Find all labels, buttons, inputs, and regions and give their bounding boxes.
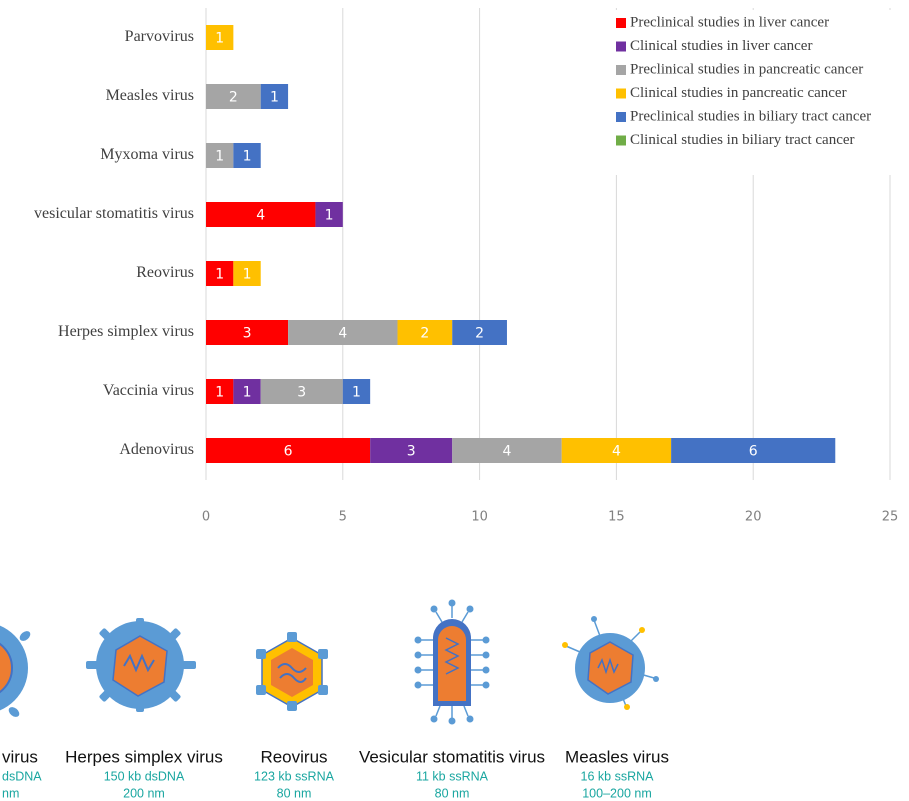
legend-swatch [616, 18, 626, 28]
virus-name: Reovirus [260, 747, 327, 766]
data-label: 1 [215, 31, 224, 47]
virus-icons [0, 600, 659, 725]
x-tick-label: 25 [882, 510, 899, 525]
virus-name: Vesicular stomatitis virus [359, 747, 545, 766]
data-label: 1 [243, 385, 252, 401]
x-tick-label: 20 [745, 510, 762, 525]
virus-size: 80 nm [435, 786, 470, 800]
data-label: 6 [284, 444, 293, 460]
y-tick-label: Herpes simplex virus [58, 323, 194, 340]
virus-genome: 150 kb dsDNA [104, 769, 185, 783]
measles-icon [562, 616, 659, 710]
data-label: 4 [338, 326, 347, 342]
data-label: 2 [229, 90, 238, 106]
virus-name: Measles virus [565, 747, 669, 766]
legend-swatch [616, 136, 626, 146]
virus-name: virus [2, 747, 38, 766]
x-tick-label: 0 [202, 510, 210, 525]
legend-label: Clinical studies in biliary tract cancer [630, 132, 855, 148]
cropped-virus-icon [0, 622, 32, 719]
herpes-icon [86, 618, 196, 712]
virus-size: nm [2, 786, 19, 800]
virus-name: Herpes simplex virus [65, 747, 223, 766]
data-label: 4 [256, 208, 265, 224]
data-label: 1 [243, 149, 252, 165]
x-tick-label: 10 [471, 510, 488, 525]
legend-label: Preclinical studies in biliary tract can… [630, 108, 871, 124]
legend-swatch [616, 65, 626, 75]
legend-swatch [616, 89, 626, 99]
page: 0 5 10 15 20 25 Adenovirus 6 3 4 4 6 Vaccinia virus 1… [0, 0, 909, 801]
y-tick-label: Parvovirus [125, 28, 194, 45]
legend-label: Clinical studies in pancreatic cancer [630, 85, 847, 101]
x-tick-label: 15 [608, 510, 625, 525]
y-tick-label: vesicular stomatitis virus [34, 205, 194, 222]
data-label: 2 [475, 326, 484, 342]
data-label: 1 [215, 149, 224, 165]
data-label: 1 [325, 208, 334, 224]
virus-size: 100–200 nm [582, 786, 652, 800]
data-label: 6 [749, 444, 758, 460]
y-tick-label: Measles virus [106, 87, 194, 104]
y-tick-label: Adenovirus [119, 441, 194, 458]
data-label: 1 [352, 385, 361, 401]
virus-genome: dsDNA [2, 769, 42, 783]
x-tick-label: 5 [339, 510, 347, 525]
data-label: 3 [407, 444, 416, 460]
y-tick-label: Reovirus [136, 264, 194, 281]
data-label: 4 [612, 444, 621, 460]
data-label: 4 [502, 444, 511, 460]
legend-swatch [616, 112, 626, 122]
y-tick-label: Vaccinia virus [103, 382, 194, 399]
data-label: 1 [270, 90, 279, 106]
legend-label: Preclinical studies in liver cancer [630, 14, 829, 30]
virus-size: 200 nm [123, 786, 165, 800]
data-label: 1 [215, 267, 224, 283]
reovirus-icon [256, 632, 328, 711]
virus-genome: 16 kb ssRNA [581, 769, 655, 783]
data-label: 3 [243, 326, 252, 342]
legend-swatch [616, 42, 626, 52]
virus-size: 80 nm [277, 786, 312, 800]
legend-label: Clinical studies in liver cancer [630, 38, 812, 54]
data-label: 2 [420, 326, 429, 342]
virus-genome: 11 kb ssRNA [416, 769, 489, 783]
vsv-icon [415, 600, 490, 725]
virus-genome: 123 kb ssRNA [254, 769, 335, 783]
legend-label: Preclinical studies in pancreatic cancer [630, 61, 863, 77]
data-label: 1 [215, 385, 224, 401]
y-tick-label: Myxoma virus [100, 146, 194, 163]
data-label: 3 [297, 385, 306, 401]
data-label: 1 [243, 267, 252, 283]
